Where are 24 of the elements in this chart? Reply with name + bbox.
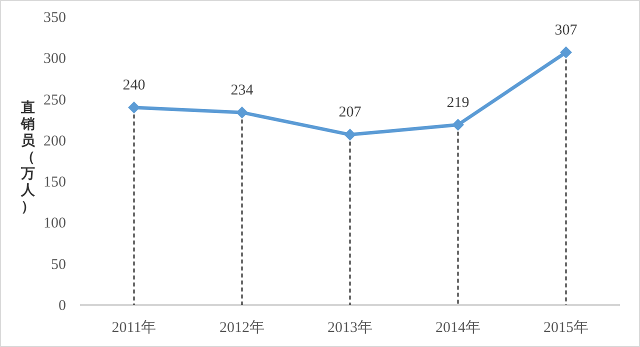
point bbox=[560, 46, 572, 58]
x-tick-label: 2013年 bbox=[328, 319, 372, 336]
data-label: 219 bbox=[446, 94, 470, 111]
x-tick-label: 2014年 bbox=[436, 319, 480, 336]
y-tick-label: 0 bbox=[58, 298, 66, 314]
data-label: 240 bbox=[122, 78, 146, 94]
y-tick-label: 50 bbox=[51, 256, 66, 273]
x-tick-label: 2012年 bbox=[220, 319, 264, 336]
y-tick-label: 100 bbox=[44, 216, 66, 232]
y-tick-label: 150 bbox=[44, 174, 66, 191]
x-tick-label: 2011年 bbox=[112, 319, 156, 336]
data-label: 234 bbox=[230, 82, 254, 98]
y-tick-label: 200 bbox=[44, 133, 66, 150]
y-tick-label: 350 bbox=[44, 10, 66, 26]
point bbox=[128, 102, 140, 114]
x-tick-label: 2015年 bbox=[544, 319, 588, 336]
y-tick-label: 300 bbox=[44, 51, 66, 68]
y-axis-title: 直销员（万人） bbox=[20, 99, 36, 214]
point bbox=[452, 118, 464, 131]
data-label: 307 bbox=[554, 22, 578, 38]
point bbox=[236, 106, 248, 118]
y-tick-label: 250 bbox=[44, 92, 66, 108]
point bbox=[344, 128, 356, 141]
data-label: 207 bbox=[338, 104, 362, 121]
